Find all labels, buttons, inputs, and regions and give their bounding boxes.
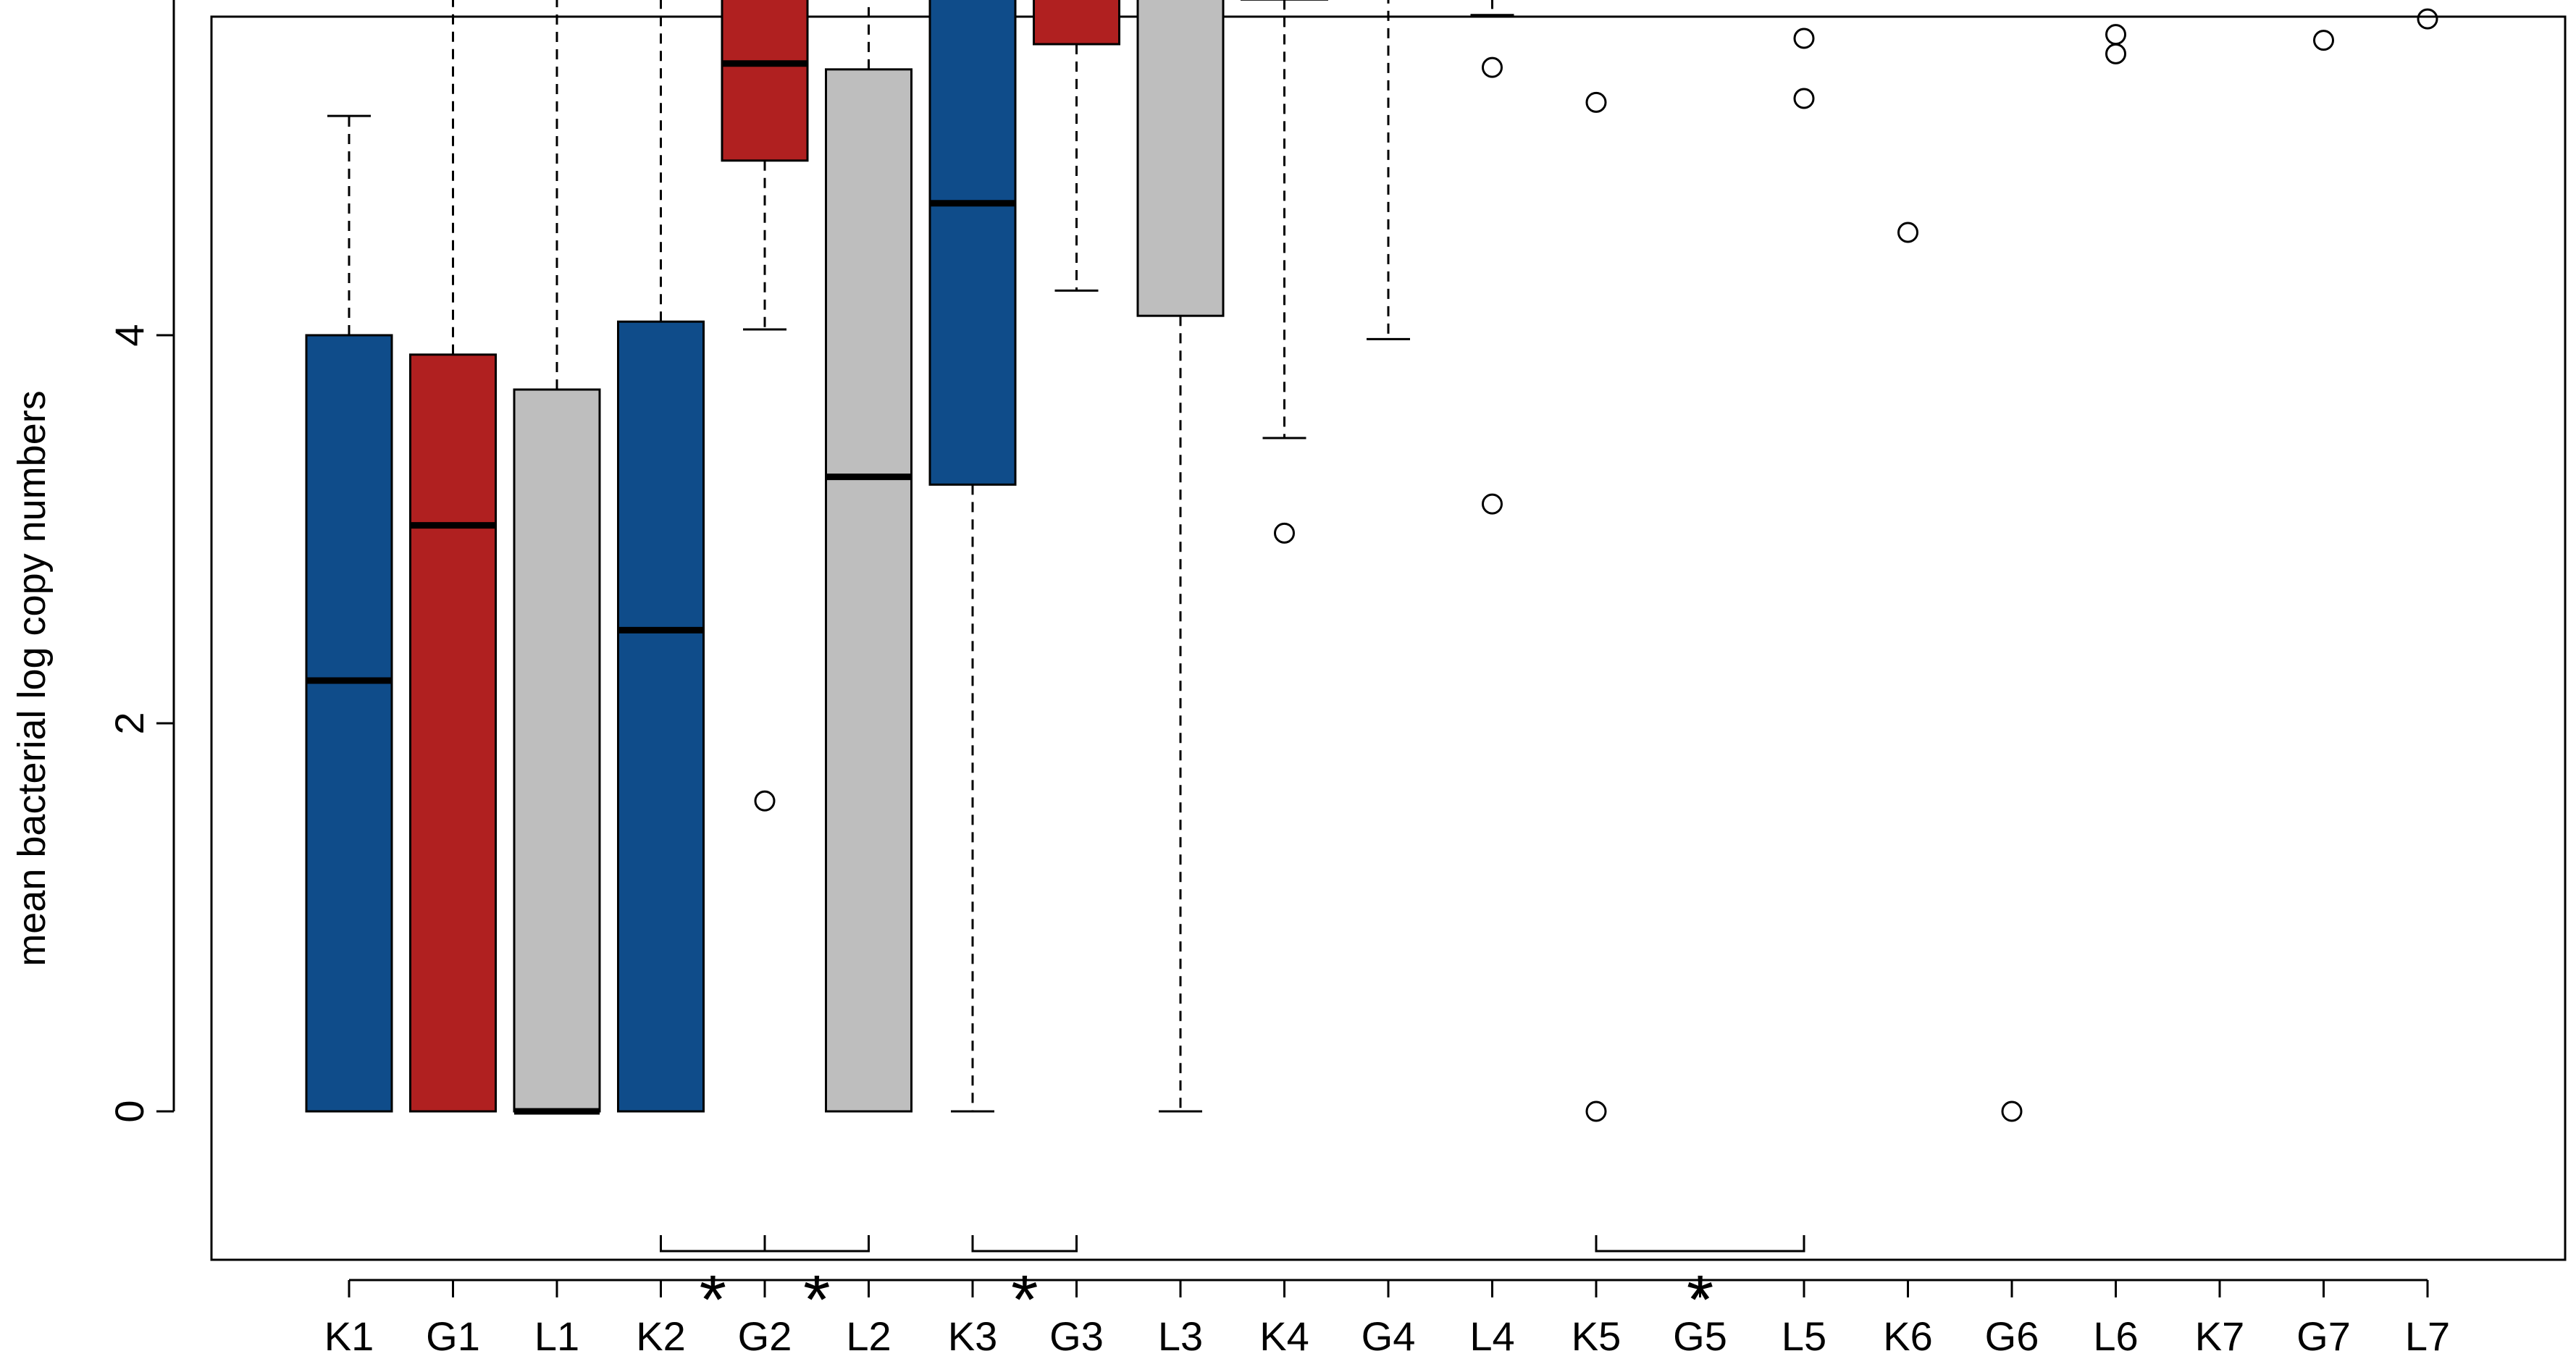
box-g7 xyxy=(2313,30,2334,51)
x-tick-label: L4 xyxy=(1469,1313,1514,1359)
iqr-box xyxy=(305,334,393,1113)
iqr-box xyxy=(409,353,497,1113)
outlier-point xyxy=(1585,91,1607,113)
iqr-box xyxy=(617,320,705,1113)
outlier-point xyxy=(1482,56,1503,78)
x-tick-label: K7 xyxy=(2195,1313,2245,1359)
box-g4 xyxy=(1367,0,1410,340)
y-tick-label: 0 xyxy=(106,1100,152,1122)
x-tick-label: G4 xyxy=(1362,1313,1416,1359)
bracket-line xyxy=(763,1234,870,1253)
y-tick-label: 2 xyxy=(106,712,152,734)
box-k5 xyxy=(1585,91,1607,1122)
x-tick-label: K2 xyxy=(636,1313,686,1359)
x-tick-label: G1 xyxy=(426,1313,480,1359)
significance-star: * xyxy=(1011,1261,1038,1339)
box-g2 xyxy=(721,0,809,812)
y-axis-label: mean bacterial log copy numbers xyxy=(10,390,54,966)
iqr-box xyxy=(721,0,809,162)
x-tick-label: G5 xyxy=(1673,1313,1727,1359)
outlier-point xyxy=(1585,1100,1607,1122)
x-tick-label: L7 xyxy=(2405,1313,2450,1359)
box-l4 xyxy=(1470,0,1514,515)
outlier-point xyxy=(2001,1100,2023,1122)
outlier-point xyxy=(1274,522,1295,544)
box-l3 xyxy=(1136,0,1225,1113)
x-tick-label: K6 xyxy=(1883,1313,1933,1359)
outlier-point xyxy=(1482,493,1503,515)
box-l6 xyxy=(2105,24,2126,64)
x-tick-label: G2 xyxy=(738,1313,792,1359)
outlier-point xyxy=(2417,8,2438,30)
outlier-point xyxy=(1793,28,1815,49)
box-k6 xyxy=(1897,222,1918,243)
x-tick-label: L1 xyxy=(534,1313,579,1359)
y-tick-label: 4 xyxy=(106,324,152,346)
box-k4 xyxy=(1241,0,1328,544)
x-tick-label: K4 xyxy=(1259,1313,1309,1359)
box-g3 xyxy=(1033,0,1120,292)
boxes-layer xyxy=(305,0,2438,1122)
iqr-box xyxy=(825,68,912,1113)
x-tick-label: L6 xyxy=(2093,1313,2138,1359)
box-g1 xyxy=(409,0,497,1113)
outlier-point xyxy=(2105,24,2126,46)
bracket-line xyxy=(660,1234,766,1253)
significance-bracket: * xyxy=(660,1234,766,1339)
box-l1 xyxy=(513,0,601,1115)
box-k3 xyxy=(928,0,1017,1113)
outlier-point xyxy=(754,790,776,812)
significance-star: * xyxy=(700,1261,726,1339)
box-l7 xyxy=(2417,8,2438,30)
box-g6 xyxy=(2001,1100,2023,1122)
significance-star: * xyxy=(1687,1261,1713,1339)
x-tick-label: L5 xyxy=(1782,1313,1826,1359)
annotations-layer: ********* xyxy=(660,1234,1805,1339)
x-tick-label: K3 xyxy=(948,1313,998,1359)
significance-bracket: * xyxy=(763,1234,870,1339)
outlier-point xyxy=(2105,43,2126,64)
outlier-point xyxy=(1897,222,1918,243)
box-k2 xyxy=(617,0,705,1113)
significance-star: * xyxy=(803,1261,830,1339)
box-l2 xyxy=(825,0,912,1113)
significance-bracket: * xyxy=(1595,1234,1805,1339)
x-tick-label: G6 xyxy=(1985,1313,2039,1359)
iqr-box xyxy=(1136,0,1225,317)
x-tick-label: G3 xyxy=(1049,1313,1104,1359)
bracket-line xyxy=(971,1234,1078,1253)
box-l5 xyxy=(1793,28,1815,109)
x-tick-label: L3 xyxy=(1158,1313,1203,1359)
outlier-point xyxy=(2313,30,2334,51)
outlier-point xyxy=(1793,88,1815,109)
iqr-box xyxy=(928,0,1017,486)
x-tick-label: L2 xyxy=(846,1313,891,1359)
axes-layer: 02468K1G1L1K2G2L2K3G3L3K4G4L4K5G5L5K6G6L… xyxy=(106,0,2450,1359)
iqr-box xyxy=(1033,0,1120,46)
iqr-box xyxy=(513,388,601,1113)
bracket-line xyxy=(1595,1234,1805,1253)
box-k1 xyxy=(305,114,393,1113)
x-tick-label: G7 xyxy=(2296,1313,2351,1359)
x-tick-label: K1 xyxy=(324,1313,374,1359)
significance-bracket: * xyxy=(971,1234,1078,1339)
x-tick-label: K5 xyxy=(1572,1313,1621,1359)
